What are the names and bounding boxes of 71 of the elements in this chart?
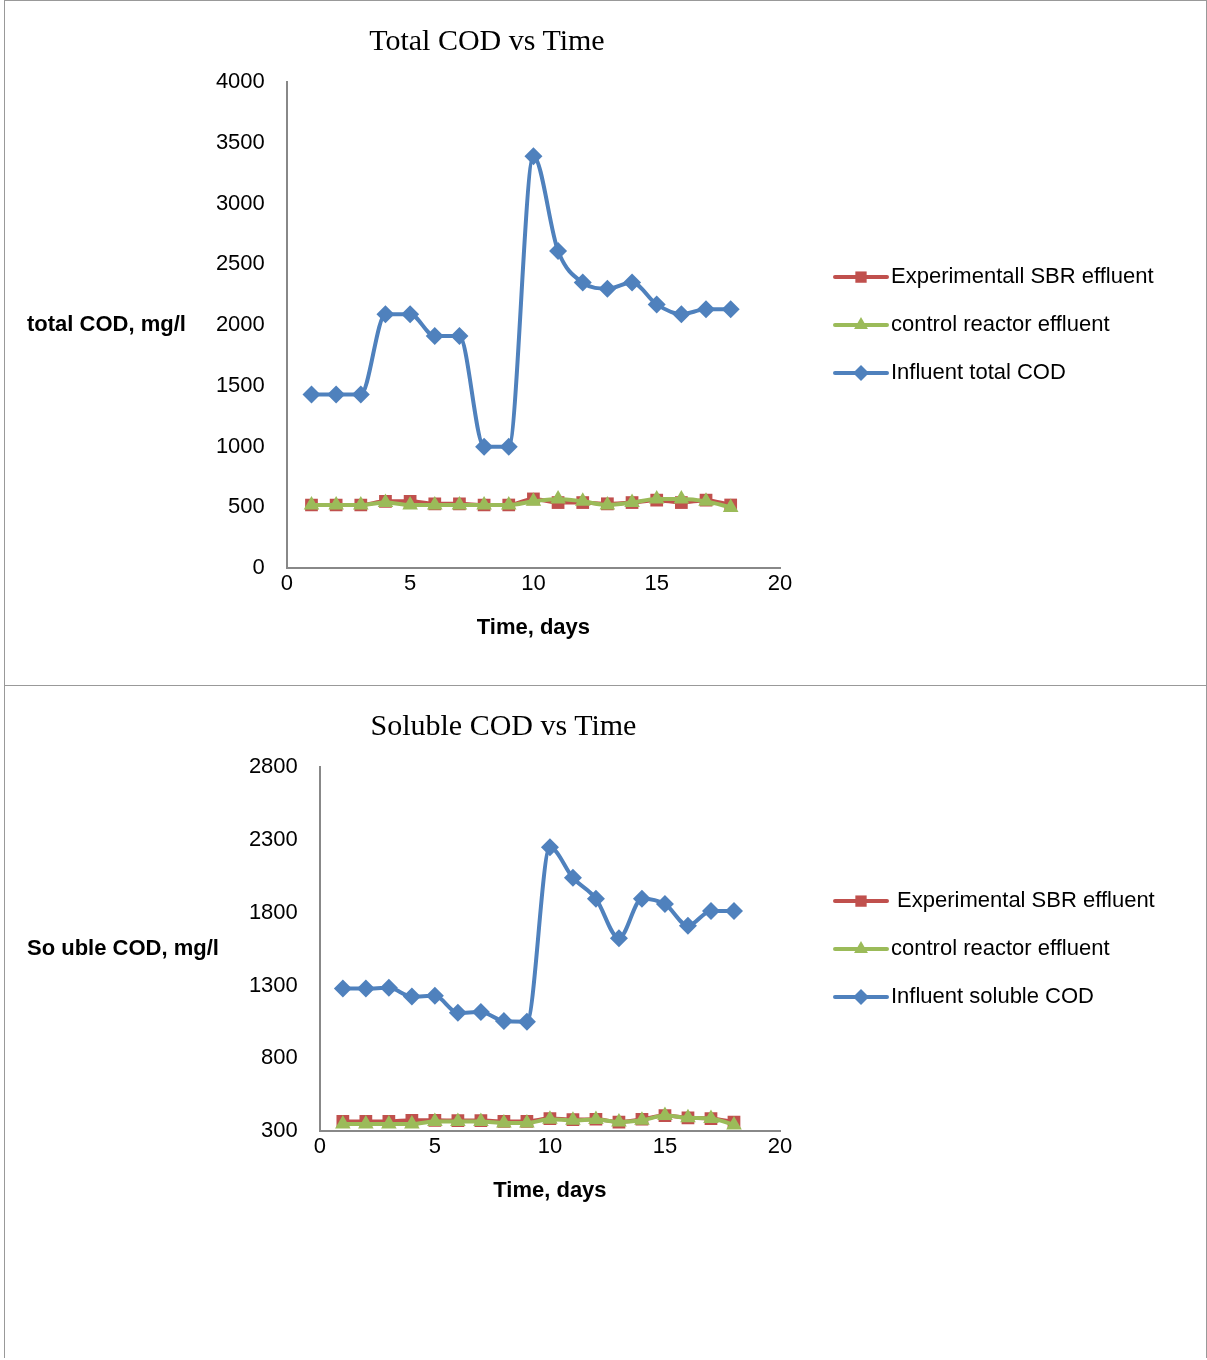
point bbox=[356, 979, 375, 998]
chart-title: Total COD vs Time bbox=[369, 22, 605, 56]
point bbox=[609, 929, 628, 948]
y-tick-label: 2500 bbox=[215, 250, 265, 276]
point bbox=[701, 901, 720, 920]
point bbox=[401, 305, 420, 324]
point bbox=[327, 385, 346, 404]
point bbox=[351, 385, 370, 404]
point bbox=[333, 979, 352, 998]
y-tick-label: 3500 bbox=[215, 128, 265, 154]
y-axis-title: total COD, mg/l bbox=[27, 311, 186, 337]
x-tick-label: 10 bbox=[537, 1133, 563, 1159]
x-tick-label: 5 bbox=[404, 570, 417, 596]
x-tick-label: 20 bbox=[767, 1133, 793, 1159]
point bbox=[540, 838, 559, 857]
legend-label: Experimental SBR effluent bbox=[891, 887, 1155, 913]
y-tick-label: 2800 bbox=[248, 753, 298, 779]
y-tick-label: 300 bbox=[261, 1117, 298, 1143]
y-tick-label: 800 bbox=[261, 1044, 298, 1070]
point bbox=[448, 1003, 467, 1022]
point bbox=[524, 147, 543, 166]
point bbox=[494, 1012, 513, 1031]
point bbox=[632, 889, 651, 908]
y-tick-label: 2300 bbox=[248, 825, 298, 851]
point bbox=[450, 327, 469, 346]
point bbox=[697, 300, 716, 319]
point bbox=[573, 273, 592, 292]
x-axis-title: Time, days bbox=[493, 1176, 607, 1202]
x-tick-label: 10 bbox=[521, 570, 546, 596]
point bbox=[623, 273, 642, 292]
legend-label: control reactor effluent bbox=[891, 311, 1110, 337]
point bbox=[302, 385, 321, 404]
y-axis-title: So uble COD, mg/l bbox=[26, 935, 219, 961]
point bbox=[475, 437, 494, 456]
point bbox=[721, 300, 740, 319]
x-tick-label: 15 bbox=[652, 1133, 678, 1159]
x-tick-label: 5 bbox=[428, 1133, 441, 1159]
point bbox=[655, 895, 674, 914]
y-tick-label: 4000 bbox=[215, 68, 265, 94]
point bbox=[425, 986, 444, 1005]
legend-label: Influent soluble COD bbox=[891, 983, 1094, 1009]
y-tick-label: 1000 bbox=[215, 432, 265, 458]
point bbox=[672, 305, 691, 324]
y-tick-label: 2000 bbox=[215, 311, 265, 337]
legend-label: control reactor effluent bbox=[891, 935, 1110, 961]
y-tick-label: 0 bbox=[252, 554, 265, 580]
y-tick-label: 1300 bbox=[248, 971, 298, 997]
point bbox=[586, 889, 605, 908]
point bbox=[425, 327, 444, 346]
x-tick-label: 0 bbox=[313, 1133, 326, 1159]
point bbox=[402, 987, 421, 1006]
y-tick-label: 1500 bbox=[215, 371, 265, 397]
point bbox=[471, 1003, 490, 1022]
x-axis-title: Time, days bbox=[476, 613, 591, 639]
chart-title: Soluble COD vs Time bbox=[370, 707, 637, 741]
y-tick-label: 500 bbox=[228, 493, 265, 519]
point bbox=[517, 1012, 536, 1031]
point bbox=[647, 295, 666, 314]
point bbox=[499, 437, 518, 456]
y-tick-label: 1800 bbox=[248, 898, 298, 924]
legend-label: Influent total COD bbox=[891, 359, 1066, 385]
point bbox=[598, 279, 617, 298]
point bbox=[376, 305, 395, 324]
point bbox=[678, 916, 697, 935]
point bbox=[379, 978, 398, 997]
legend-label: Experimentall SBR effluent bbox=[891, 263, 1154, 289]
point bbox=[549, 241, 568, 260]
point bbox=[563, 868, 582, 887]
x-tick-label: 20 bbox=[767, 570, 793, 596]
x-tick-label: 15 bbox=[644, 570, 669, 596]
y-tick-label: 3000 bbox=[215, 189, 265, 215]
